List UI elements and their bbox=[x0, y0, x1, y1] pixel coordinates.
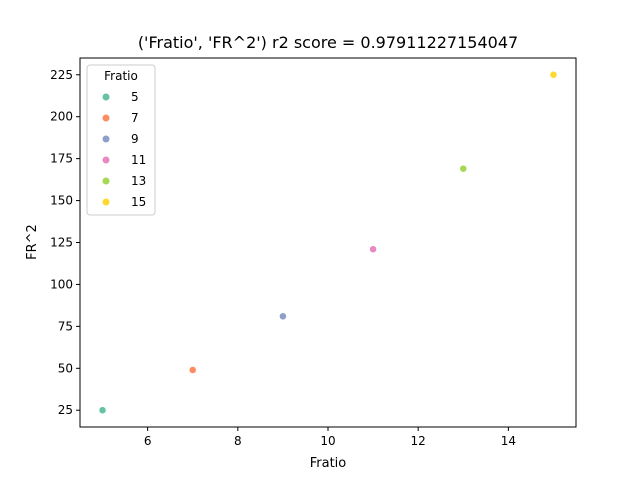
data-point bbox=[459, 164, 468, 173]
y-tick-label: 200 bbox=[50, 110, 73, 124]
x-tick-label: 8 bbox=[234, 434, 242, 448]
data-point bbox=[549, 71, 558, 79]
data-point bbox=[369, 245, 377, 253]
legend-label: 13 bbox=[131, 174, 146, 188]
y-axis-ticks: 25 50 75 100 125 150 175 200 225 bbox=[50, 68, 80, 417]
legend-label: 11 bbox=[131, 153, 146, 167]
legend-label: 9 bbox=[131, 132, 139, 146]
legend-marker bbox=[102, 93, 110, 101]
y-tick-label: 225 bbox=[50, 68, 73, 82]
legend-title: Fratio bbox=[104, 69, 138, 83]
x-axis-label: Fratio bbox=[310, 456, 347, 471]
x-tick-label: 12 bbox=[411, 434, 426, 448]
chart-title: ('Fratio', 'FR^2') r2 score = 0.97911227… bbox=[138, 33, 518, 52]
x-tick-label: 14 bbox=[501, 434, 516, 448]
x-tick-label: 10 bbox=[320, 434, 335, 448]
legend-marker bbox=[102, 114, 110, 122]
legend-label: 15 bbox=[131, 195, 146, 209]
legend-marker bbox=[102, 135, 110, 143]
legend-marker bbox=[102, 198, 110, 206]
y-axis-label: FR^2 bbox=[25, 224, 40, 260]
y-tick-label: 125 bbox=[50, 236, 73, 250]
legend-marker bbox=[102, 177, 110, 185]
y-tick-label: 100 bbox=[50, 277, 73, 291]
data-points bbox=[98, 71, 558, 414]
legend-marker bbox=[102, 156, 110, 164]
y-tick-label: 50 bbox=[58, 361, 73, 375]
y-tick-label: 75 bbox=[58, 319, 73, 333]
data-point bbox=[279, 312, 287, 321]
x-axis-ticks: 6 8 10 12 14 bbox=[144, 427, 516, 448]
data-point bbox=[98, 406, 107, 414]
legend-label: 7 bbox=[131, 111, 139, 125]
y-tick-label: 25 bbox=[58, 403, 73, 417]
legend-box bbox=[86, 64, 156, 216]
legend-label: 5 bbox=[131, 90, 139, 104]
legend: Fratio 5 7 9 11 13 15 bbox=[86, 64, 156, 216]
data-point bbox=[188, 366, 197, 374]
y-tick-label: 175 bbox=[50, 152, 73, 166]
x-tick-label: 6 bbox=[144, 434, 152, 448]
y-tick-label: 150 bbox=[50, 194, 73, 208]
legend-items: 5 7 9 11 13 15 bbox=[102, 90, 146, 209]
